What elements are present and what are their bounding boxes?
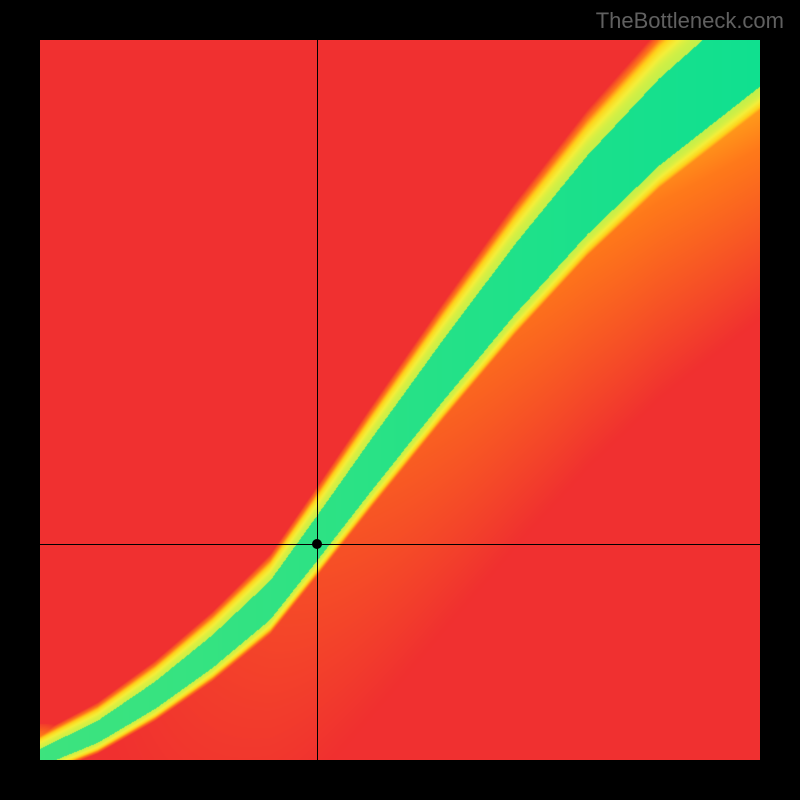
crosshair-horizontal bbox=[40, 544, 760, 545]
plot-area bbox=[40, 40, 760, 760]
crosshair-marker bbox=[312, 539, 322, 549]
chart-container: TheBottleneck.com bbox=[0, 0, 800, 800]
heatmap-canvas bbox=[40, 40, 760, 760]
watermark-text: TheBottleneck.com bbox=[596, 8, 784, 34]
crosshair-vertical bbox=[317, 40, 318, 760]
